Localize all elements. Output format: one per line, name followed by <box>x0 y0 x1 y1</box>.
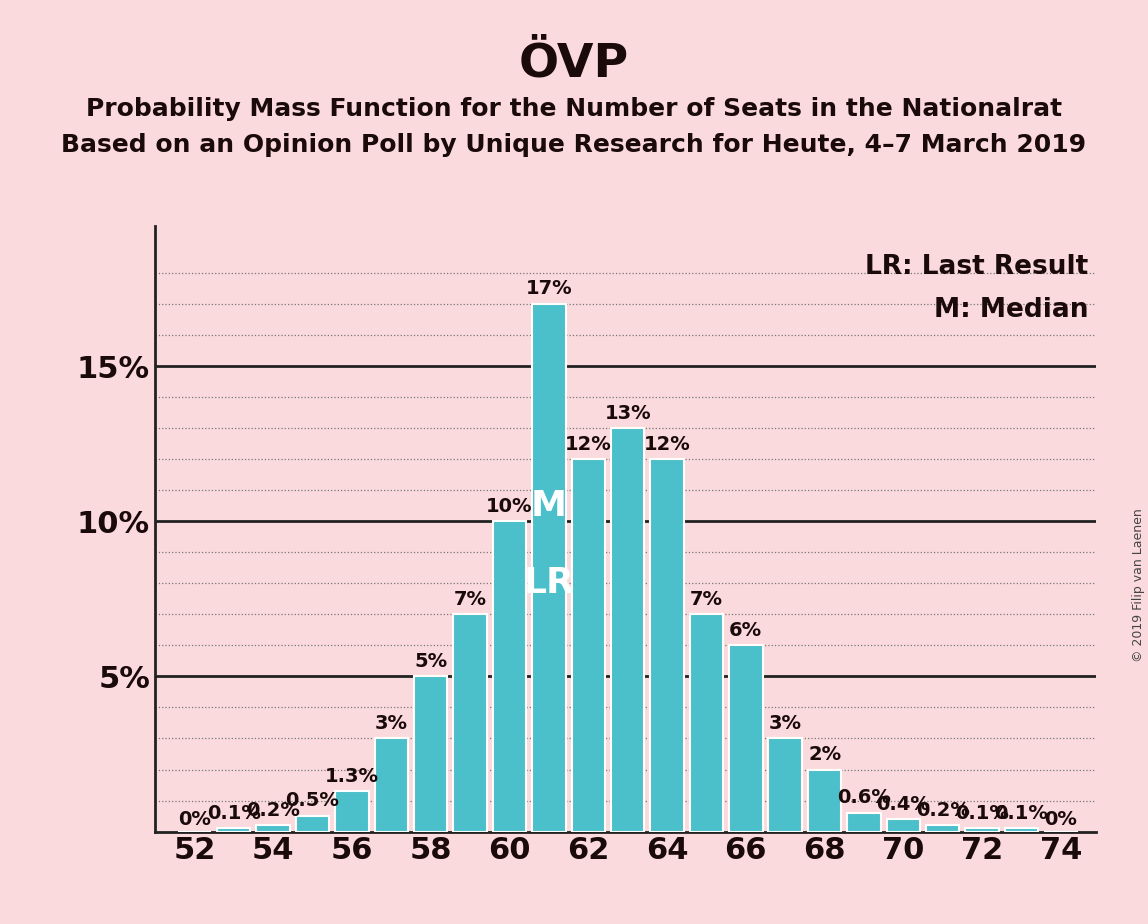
Bar <box>808 770 841 832</box>
Bar <box>335 791 369 832</box>
Text: 0.1%: 0.1% <box>955 804 1009 823</box>
Text: © 2019 Filip van Laenen: © 2019 Filip van Laenen <box>1132 508 1146 662</box>
Bar <box>572 459 605 832</box>
Bar <box>374 738 408 832</box>
Text: Based on an Opinion Poll by Unique Research for Heute, 4–7 March 2019: Based on an Opinion Poll by Unique Resea… <box>62 133 1086 157</box>
Text: 0.2%: 0.2% <box>246 801 300 820</box>
Bar <box>965 829 999 832</box>
Text: 0.5%: 0.5% <box>286 792 340 810</box>
Bar <box>533 304 566 832</box>
Bar <box>650 459 684 832</box>
Text: 0%: 0% <box>178 810 211 829</box>
Bar <box>217 829 250 832</box>
Bar <box>414 676 448 832</box>
Text: 12%: 12% <box>644 434 690 454</box>
Text: 2%: 2% <box>808 745 841 764</box>
Text: 3%: 3% <box>769 714 801 733</box>
Bar <box>768 738 802 832</box>
Text: ÖVP: ÖVP <box>519 42 629 87</box>
Bar <box>690 614 723 832</box>
Bar <box>729 645 762 832</box>
Bar <box>926 825 960 832</box>
Bar <box>1004 829 1038 832</box>
Bar <box>886 820 920 832</box>
Text: 0.6%: 0.6% <box>837 788 891 808</box>
Text: 0.1%: 0.1% <box>994 804 1048 823</box>
Text: M: Median: M: Median <box>934 298 1088 323</box>
Bar <box>611 428 644 832</box>
Text: Probability Mass Function for the Number of Seats in the Nationalrat: Probability Mass Function for the Number… <box>86 97 1062 121</box>
Bar <box>847 813 881 832</box>
Text: 5%: 5% <box>414 651 448 671</box>
Text: 1.3%: 1.3% <box>325 767 379 785</box>
Text: 13%: 13% <box>604 404 651 422</box>
Bar <box>296 816 329 832</box>
Text: LR: Last Result: LR: Last Result <box>866 254 1088 280</box>
Text: 17%: 17% <box>526 279 572 298</box>
Text: 12%: 12% <box>565 434 612 454</box>
Text: 0%: 0% <box>1045 810 1077 829</box>
Text: 6%: 6% <box>729 621 762 639</box>
Bar <box>492 521 526 832</box>
Text: 0.4%: 0.4% <box>876 795 930 814</box>
Text: 3%: 3% <box>374 714 408 733</box>
Text: 7%: 7% <box>453 590 487 609</box>
Text: M: M <box>530 489 567 523</box>
Text: 10%: 10% <box>487 496 533 516</box>
Text: 0.2%: 0.2% <box>916 801 970 820</box>
Text: 7%: 7% <box>690 590 723 609</box>
Text: 0.1%: 0.1% <box>207 804 261 823</box>
Bar <box>453 614 487 832</box>
Text: LR: LR <box>523 566 574 601</box>
Bar <box>256 825 290 832</box>
